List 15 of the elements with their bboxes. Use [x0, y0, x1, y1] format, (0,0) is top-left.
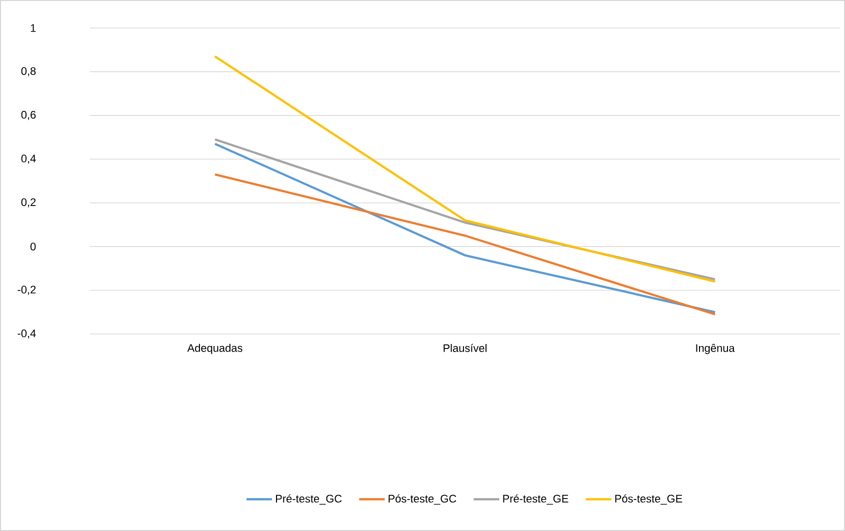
legend-label: Pós-teste_GE [615, 494, 682, 505]
y-tick-label: 0 [30, 242, 36, 250]
legend-label: Pós-teste_GC [388, 494, 456, 505]
y-tick-label: 0,2 [21, 198, 36, 208]
y-tick-label: -0,2 [18, 286, 36, 295]
x-tick-label: Ingênua [696, 344, 735, 354]
x-tick-label: Plausível [444, 344, 486, 352]
y-tick-label: 0,6 [21, 110, 36, 120]
y-tick-label: 0,4 [21, 154, 36, 164]
y-tick-label: 1 [30, 24, 36, 32]
y-tick-label: -0,4 [18, 329, 36, 339]
legend-label: Pré-teste_GE [503, 494, 568, 505]
y-tick-label: 0,8 [21, 67, 36, 76]
legend-label: Pré-teste_GC [276, 494, 342, 505]
x-tick-label: Adequadas [187, 344, 242, 354]
